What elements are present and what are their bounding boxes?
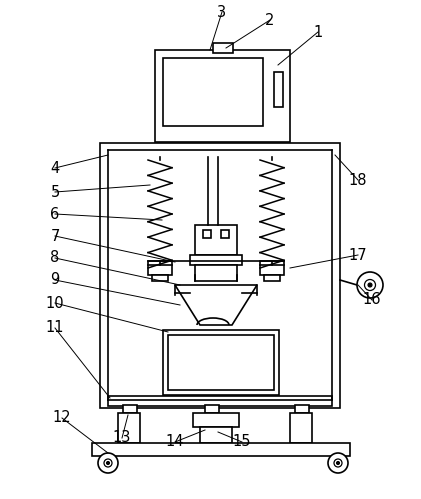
Bar [148, 261, 172, 275]
Bar [203, 230, 211, 238]
Text: 18: 18 [349, 173, 367, 188]
Bar [221, 230, 229, 238]
Bar [163, 58, 263, 126]
Polygon shape [175, 285, 257, 325]
Text: 3: 3 [217, 4, 226, 19]
Text: 14: 14 [166, 435, 184, 450]
Text: 4: 4 [51, 161, 60, 176]
Bar [274, 72, 283, 107]
Bar [260, 261, 284, 275]
Bar [295, 405, 309, 413]
Bar [163, 330, 279, 395]
Circle shape [328, 453, 348, 473]
Bar [195, 225, 237, 255]
Bar [100, 143, 340, 408]
Text: 6: 6 [51, 207, 60, 222]
Text: 17: 17 [349, 248, 367, 262]
Text: 12: 12 [53, 411, 71, 426]
Bar [195, 265, 237, 281]
Bar [205, 405, 219, 413]
Text: 10: 10 [46, 295, 64, 310]
Text: 15: 15 [233, 435, 251, 450]
Bar [264, 275, 280, 281]
Circle shape [368, 283, 372, 287]
Bar [123, 405, 137, 413]
Bar [92, 443, 350, 456]
Bar [155, 50, 290, 142]
Circle shape [365, 279, 376, 290]
Text: 5: 5 [51, 185, 60, 200]
Bar [213, 43, 233, 53]
Text: 16: 16 [363, 292, 381, 307]
Circle shape [334, 459, 342, 467]
Text: 2: 2 [265, 12, 274, 27]
Bar [152, 275, 168, 281]
Bar [118, 413, 140, 443]
Text: 1: 1 [313, 24, 322, 39]
Bar [193, 413, 239, 427]
Bar [108, 396, 332, 406]
Bar [168, 335, 274, 390]
Text: 9: 9 [51, 272, 60, 287]
Bar [190, 255, 242, 265]
Circle shape [107, 462, 109, 465]
Circle shape [336, 462, 339, 465]
Text: 11: 11 [46, 320, 64, 335]
Circle shape [104, 459, 112, 467]
Bar [290, 413, 312, 443]
Circle shape [357, 272, 383, 298]
Text: 7: 7 [51, 229, 60, 244]
Text: 8: 8 [51, 250, 60, 265]
Bar [200, 427, 232, 443]
Circle shape [98, 453, 118, 473]
Text: 13: 13 [113, 431, 131, 446]
